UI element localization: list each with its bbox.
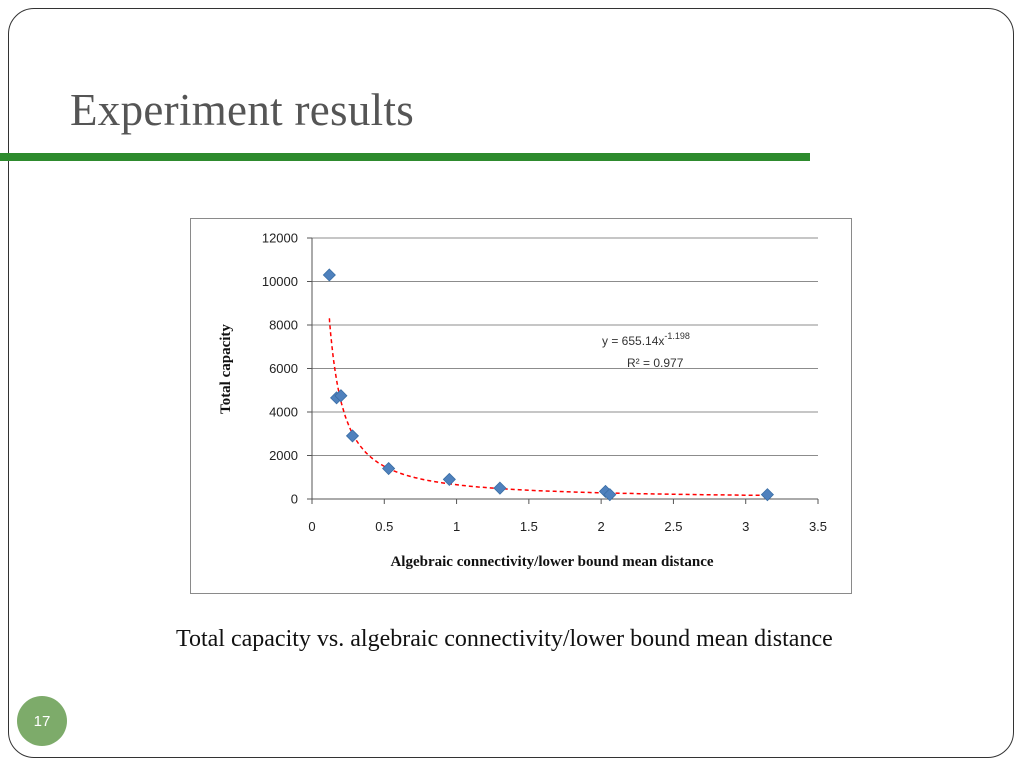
trend-r-squared: R² = 0.977 xyxy=(627,356,684,370)
page-number-badge: 17 xyxy=(17,696,67,746)
y-tick-label: 2000 xyxy=(269,448,298,463)
x-tick-label: 1 xyxy=(453,519,460,534)
data-point xyxy=(442,472,456,486)
data-point xyxy=(334,389,348,403)
trend-equation: y = 655.14x-1.198 xyxy=(602,331,690,348)
data-point xyxy=(322,268,336,282)
x-tick-label: 3.5 xyxy=(809,519,827,534)
chart-container: 0 2000 4000 6000 8000 10000 12000 0 0.5 1 1.5 2 2.5… xyxy=(190,218,852,594)
x-tick-label: 0.5 xyxy=(375,519,393,534)
x-tick-labels: 0 0.5 1 1.5 2 2.5 3 3.5 xyxy=(308,519,827,534)
x-tick-label: 1.5 xyxy=(520,519,538,534)
x-tick-label: 2 xyxy=(598,519,605,534)
x-tick-label: 2.5 xyxy=(664,519,682,534)
y-tick-labels: 0 2000 4000 6000 8000 10000 12000 xyxy=(262,231,298,507)
y-tick-label: 0 xyxy=(291,492,298,507)
trendline xyxy=(328,318,768,497)
title-rule xyxy=(0,153,810,161)
data-points xyxy=(322,268,774,502)
scatter-chart: 0 2000 4000 6000 8000 10000 12000 0 0.5 1 1.5 2 2.5… xyxy=(190,218,852,594)
y-tick-label: 6000 xyxy=(269,361,298,376)
gridlines xyxy=(312,237,818,456)
y-axis-title: Total capacity xyxy=(218,324,234,414)
data-point xyxy=(603,488,617,502)
x-tick-label: 3 xyxy=(742,519,749,534)
x-tick-label: 0 xyxy=(308,519,315,534)
data-point xyxy=(345,429,360,443)
data-point xyxy=(760,488,774,502)
data-point xyxy=(493,481,507,495)
slide-title: Experiment results xyxy=(70,85,415,135)
axes xyxy=(307,237,819,504)
figure-caption: Total capacity vs. algebraic connectivit… xyxy=(176,626,833,652)
y-tick-label: 12000 xyxy=(262,231,298,246)
y-tick-label: 8000 xyxy=(269,318,298,333)
y-tick-label: 10000 xyxy=(262,274,298,289)
y-tick-label: 4000 xyxy=(269,405,298,420)
x-axis-title: Algebraic connectivity/lower bound mean … xyxy=(390,554,713,570)
data-point xyxy=(382,461,396,476)
